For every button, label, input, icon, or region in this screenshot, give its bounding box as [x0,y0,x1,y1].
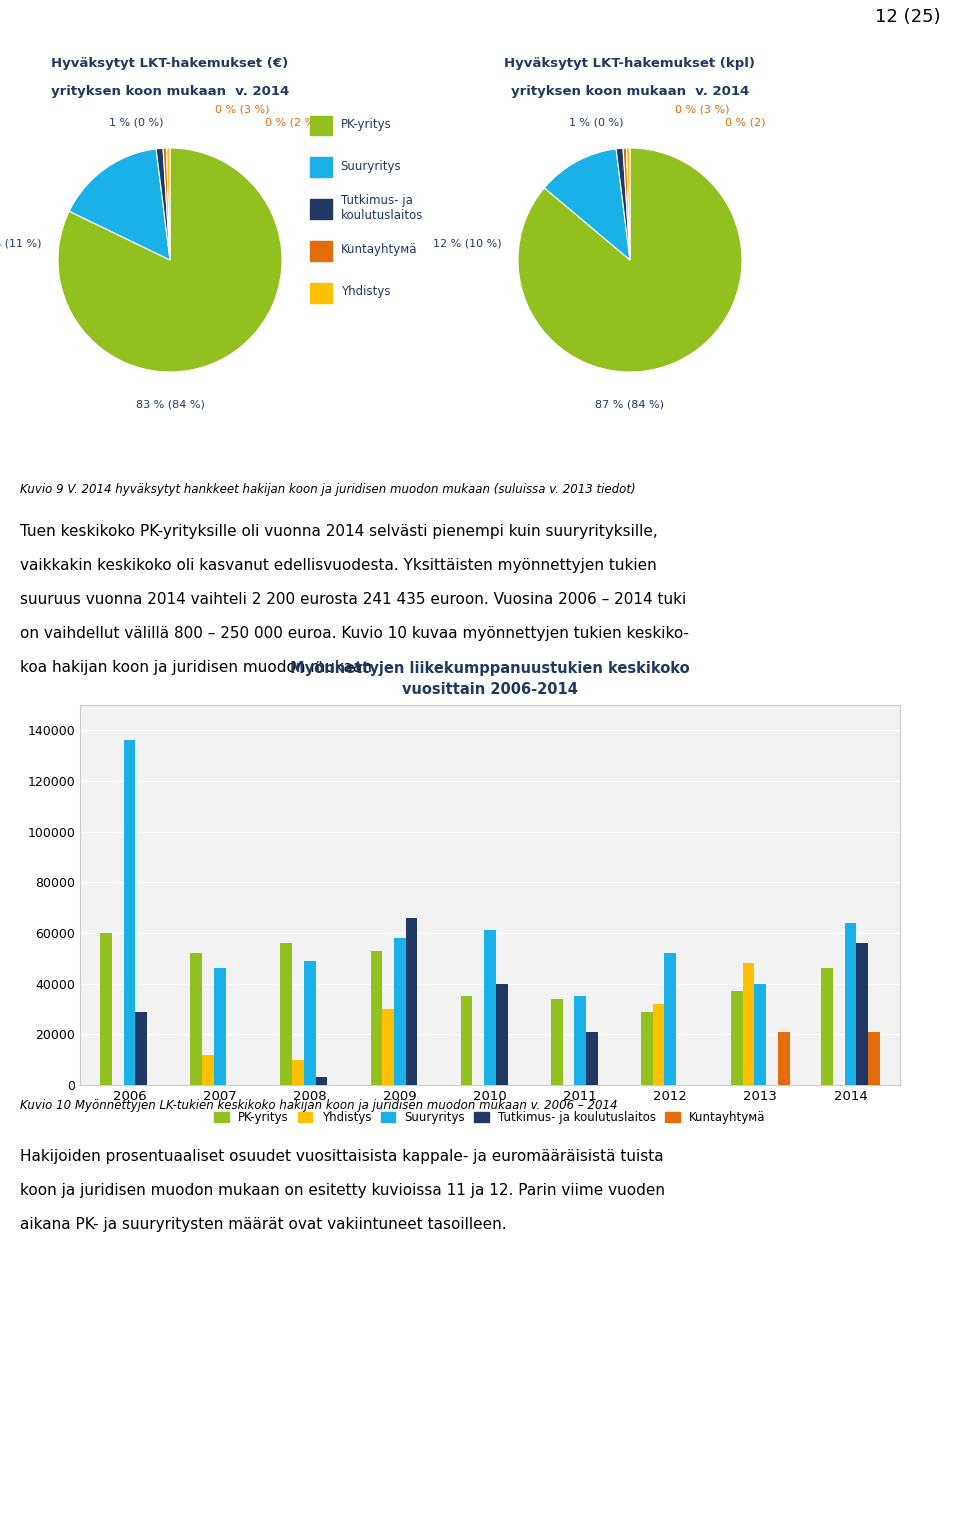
Legend: PK-yritys, Yhdistys, Suuryritys, Tutkimus- ja koulutuslaitos, Kuntayhtyмä: PK-yritys, Yhdistys, Suuryritys, Tutkimu… [209,1106,770,1129]
Bar [190,954,203,1085]
Bar [124,740,135,1085]
Bar [280,943,292,1085]
Bar [310,200,331,220]
Text: koa hakijan koon ja juridisen muodon mukaan.: koa hakijan koon ja juridisen muodon muk… [20,661,376,676]
Bar [100,932,112,1085]
Bar [821,969,833,1085]
Bar [755,984,766,1085]
Text: vaikkakin keskikoko oli kasvanut edellisvuodesta. Yksittäisten myönnettyjen tuki: vaikkakin keskikoko oli kasvanut edellis… [20,559,657,574]
Text: suuruus vuonna 2014 vaihteli 2 200 eurosta 241 435 euroon. Vuosina 2006 – 2014 t: suuruus vuonna 2014 vaihteli 2 200 euros… [20,592,686,607]
Text: Kuntayhtyмä: Kuntayhtyмä [341,243,417,256]
Wedge shape [69,150,170,259]
Text: 0 % (3 %): 0 % (3 %) [675,104,730,114]
Wedge shape [623,148,630,259]
Wedge shape [544,150,630,259]
Bar [664,954,676,1085]
Text: 1 % (0 %): 1 % (0 %) [569,118,624,128]
Text: Kuvio 10 Myönnettyjen LK-tukien keskikoko hakijan koon ja juridisen muodon mukaa: Kuvio 10 Myönnettyjen LK-tukien keskikok… [20,1099,617,1111]
Text: Kuvio 9 V. 2014 hyväksytyt hankkeet hakijan koon ja juridisen muodon mukaan (sul: Kuvio 9 V. 2014 hyväksytyt hankkeet haki… [20,484,636,496]
Text: 1 % (0 %): 1 % (0 %) [109,118,163,128]
Bar [653,1004,664,1085]
Text: Yhdistys: Yhdistys [341,285,390,298]
Wedge shape [163,148,170,259]
Bar [856,943,868,1085]
Text: Suuryritys: Suuryritys [341,160,401,172]
Bar [214,969,226,1085]
Bar [310,116,331,136]
Text: 12 (25): 12 (25) [876,9,941,26]
Text: 12 % (10 %): 12 % (10 %) [433,238,502,249]
Text: 87 % (84 %): 87 % (84 %) [595,400,664,410]
Bar [203,1054,214,1085]
Bar [845,923,856,1085]
Wedge shape [518,148,742,372]
Text: 0 % (3 %): 0 % (3 %) [215,104,270,114]
Text: yrityksen koon mukaan  v. 2014: yrityksen koon mukaan v. 2014 [51,84,289,98]
Bar [135,1012,147,1085]
Bar [868,1032,879,1085]
Bar [382,1009,394,1085]
Bar [304,961,316,1085]
Bar [371,951,382,1085]
Text: 83 % (84 %): 83 % (84 %) [135,400,204,410]
Bar [551,1000,563,1085]
Bar [732,992,743,1085]
Bar [292,1059,304,1085]
Wedge shape [166,148,170,259]
Wedge shape [616,148,630,259]
Bar [484,931,496,1085]
Text: 0 % (2): 0 % (2) [725,118,766,128]
Bar [316,1077,327,1085]
Text: koon ja juridisen muodon mukaan on esitetty kuvioissa 11 ja 12. Parin viime vuod: koon ja juridisen muodon mukaan on esite… [20,1184,665,1198]
Text: PK-yritys: PK-yritys [341,118,392,131]
Text: 0 % (2 %): 0 % (2 %) [265,118,320,128]
Bar [310,282,331,302]
Text: aikana PK- ja suuryritysten määrät ovat vakiintuneet tasoilleen.: aikana PK- ja suuryritysten määrät ovat … [20,1218,507,1233]
Wedge shape [58,148,282,372]
Text: Hakijoiden prosentuaaliset osuudet vuosittaisista kappale- ja euromääräisistä tu: Hakijoiden prosentuaaliset osuudet vuosi… [20,1149,663,1164]
Bar [586,1032,598,1085]
Bar [574,996,586,1085]
Text: on vaihdellut välillä 800 – 250 000 euroa. Kuvio 10 kuvaa myönnettyjen tukien ke: on vaihdellut välillä 800 – 250 000 euro… [20,627,689,641]
Text: Tutkimus- ja
koulutuslaitos: Tutkimus- ja koulutuslaitos [341,194,423,221]
Bar [641,1012,653,1085]
Text: Tuen keskikoko PK-yrityksille oli vuonna 2014 selvästi pienempi kuin suuryrityks: Tuen keskikoko PK-yrityksille oli vuonna… [20,525,658,540]
Bar [406,917,418,1085]
Bar [743,963,755,1085]
Bar [461,996,472,1085]
Bar [778,1032,790,1085]
Text: yrityksen koon mukaan  v. 2014: yrityksen koon mukaan v. 2014 [511,84,749,98]
Text: Hyväksytyt LKT-hakemukset (kpl): Hyväksytyt LKT-hakemukset (kpl) [505,56,756,70]
Wedge shape [156,148,170,259]
Title: Myönnettyjen liikekumppanuustukien keskikoko
vuosittain 2006-2014: Myönnettyjen liikekumppanuustukien keski… [290,661,690,697]
Bar [310,157,331,177]
Bar [394,938,406,1085]
Bar [310,241,331,261]
Text: 16 % (11 %): 16 % (11 %) [0,238,42,249]
Bar [496,984,508,1085]
Wedge shape [627,148,630,259]
Text: Hyväksytyt LKT-hakemukset (€): Hyväksytyt LKT-hakemukset (€) [52,56,289,70]
